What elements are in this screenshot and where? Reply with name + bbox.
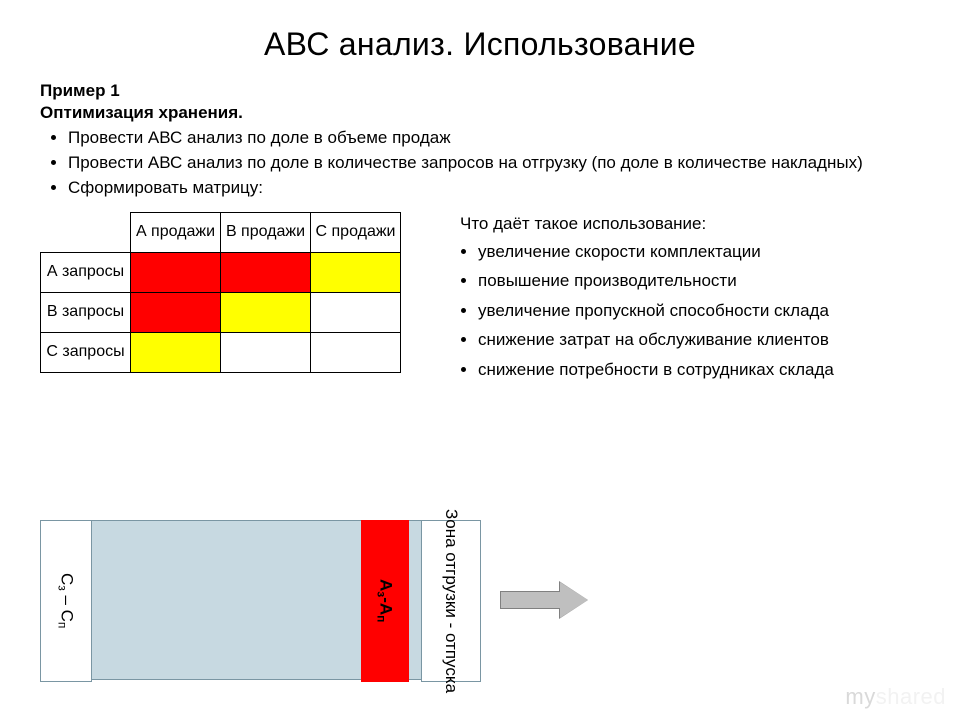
abc-matrix: А продажи В продажи С продажи А запросы … — [40, 212, 401, 373]
matrix-col-header: А продажи — [131, 212, 221, 252]
matrix-corner — [41, 212, 131, 252]
zone-c: Сз – Сп — [40, 520, 92, 682]
benefit-item: снижение потребности в сотрудниках склад… — [478, 358, 920, 381]
matrix-col-header: В продажи — [221, 212, 311, 252]
warehouse-diagram: Сз – Сп Аз-Ап Зона отгрузки - отпуска — [40, 520, 640, 680]
matrix-cell — [221, 252, 311, 292]
matrix-cell — [311, 252, 401, 292]
topic-heading: Оптимизация хранения. — [40, 103, 920, 123]
task-bullet: Провести АВС анализ по доле в количестве… — [68, 152, 920, 175]
zone-shipping-label: Зона отгрузки - отпуска — [441, 509, 461, 693]
benefit-item: увеличение пропускной способности склада — [478, 299, 920, 322]
benefit-item: увеличение скорости комплектации — [478, 240, 920, 263]
arrow-icon — [500, 582, 590, 618]
watermark-part1: my — [845, 684, 875, 709]
example-heading: Пример 1 — [40, 81, 920, 101]
slide: АВС анализ. Использование Пример 1 Оптим… — [0, 0, 960, 720]
mid-columns: А продажи В продажи С продажи А запросы … — [40, 208, 920, 387]
matrix-cell — [311, 292, 401, 332]
benefits-column: Что даёт такое использование: увеличение… — [460, 208, 920, 387]
benefit-item: повышение производительности — [478, 269, 920, 292]
matrix-cell — [311, 332, 401, 372]
warehouse-body: Сз – Сп Аз-Ап Зона отгрузки - отпуска — [40, 520, 480, 680]
matrix-col-header: С продажи — [311, 212, 401, 252]
benefits-list: увеличение скорости комплектации повышен… — [460, 240, 920, 381]
matrix-row-header: В запросы — [41, 292, 131, 332]
benefit-item: снижение затрат на обслуживание клиентов — [478, 328, 920, 351]
matrix-cell — [131, 252, 221, 292]
matrix-cell — [131, 332, 221, 372]
matrix-row-header: А запросы — [41, 252, 131, 292]
task-bullet: Сформировать матрицу: — [68, 177, 920, 200]
watermark-part2: shared — [876, 684, 946, 709]
zone-a-label: Аз-Ап — [374, 579, 395, 622]
task-bullet-list: Провести АВС анализ по доле в объеме про… — [40, 127, 920, 200]
matrix-row-header: С запросы — [41, 332, 131, 372]
slide-title: АВС анализ. Использование — [40, 26, 920, 63]
matrix-column: А продажи В продажи С продажи А запросы … — [40, 208, 420, 373]
matrix-cell — [221, 332, 311, 372]
task-bullet: Провести АВС анализ по доле в объеме про… — [68, 127, 920, 150]
watermark: myshared — [845, 684, 946, 710]
zone-c-label: Сз – Сп — [55, 573, 76, 628]
zone-shipping: Зона отгрузки - отпуска — [421, 520, 481, 682]
zone-a: Аз-Ап — [361, 520, 409, 682]
benefits-title: Что даёт такое использование: — [460, 214, 920, 234]
matrix-cell — [221, 292, 311, 332]
matrix-cell — [131, 292, 221, 332]
